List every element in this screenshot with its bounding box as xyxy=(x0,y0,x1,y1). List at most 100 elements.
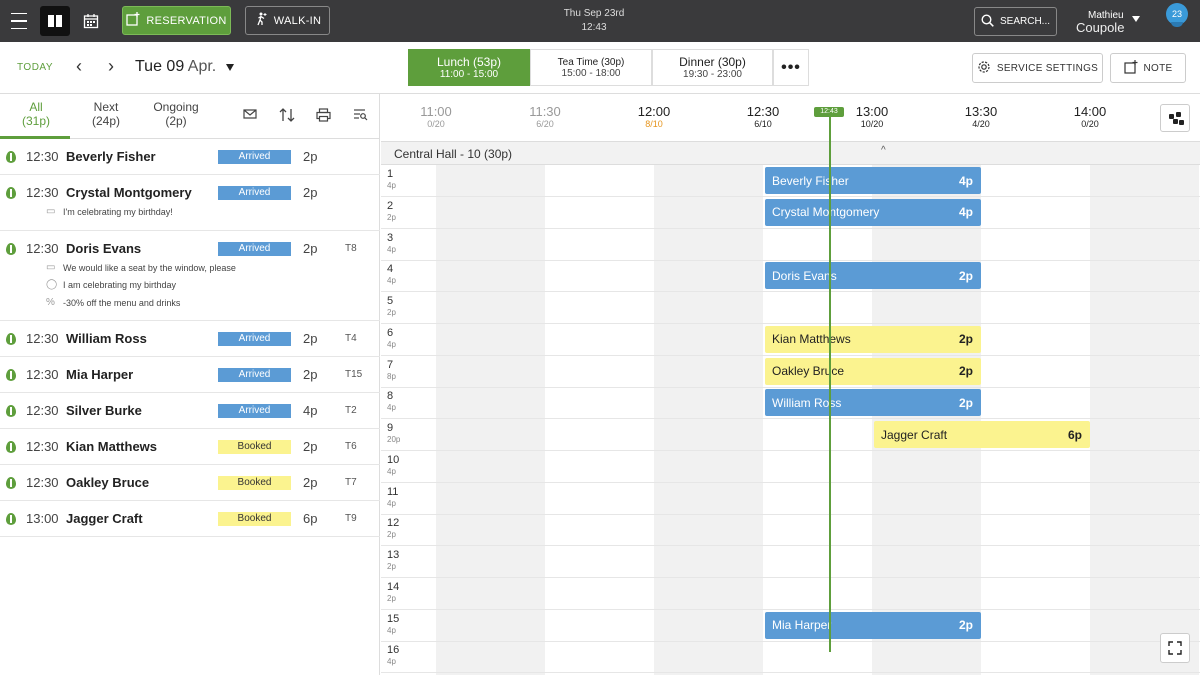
service-name: Dinner (30p) xyxy=(679,55,746,69)
prev-day-icon[interactable]: ‹ xyxy=(76,56,82,76)
view-toggle-icon[interactable] xyxy=(40,6,70,36)
table-capacity: 2p xyxy=(387,212,396,222)
table-row[interactable]: 3 4p xyxy=(381,229,1200,261)
tab-next[interactable]: Next (24p) xyxy=(88,100,124,128)
reservation-block[interactable]: Crystal Montgomery 4p xyxy=(765,198,981,226)
date-dropdown-icon[interactable] xyxy=(226,64,234,71)
chevron-down-icon[interactable] xyxy=(1132,16,1140,22)
leaf-icon xyxy=(6,477,16,489)
table-capacity: 4p xyxy=(387,657,396,667)
table-capacity: 4p xyxy=(387,339,396,349)
table-row[interactable]: 14 2p xyxy=(381,578,1200,610)
timeline-hour: 11:30 6/20 xyxy=(515,105,575,130)
table-label: 9 20p xyxy=(387,423,400,445)
reservation-time: 12:30 xyxy=(26,367,59,382)
list-item[interactable]: 12:30 Kian Matthews Booked 2p T6 xyxy=(0,429,380,465)
status-badge[interactable]: Arrived xyxy=(218,404,291,418)
list-item[interactable]: 12:30 Beverly Fisher Arrived 2p xyxy=(0,139,380,175)
table-row[interactable]: 11 4p xyxy=(381,483,1200,515)
table-row[interactable]: 15 4p xyxy=(381,610,1200,642)
table-row[interactable]: 1 4p xyxy=(381,165,1200,197)
list-item[interactable]: 12:30 Doris Evans Arrived 2p T8 ▭ We would lik… xyxy=(0,231,380,321)
service-tab-dinner[interactable]: Dinner (30p) 19:30 - 23:00 xyxy=(652,49,773,86)
time-column xyxy=(1090,165,1199,675)
table-row[interactable]: 9 20p xyxy=(381,419,1200,451)
list-item[interactable]: 12:30 William Ross Arrived 2p T4 xyxy=(0,321,380,357)
service-tab-tea-time[interactable]: Tea Time (30p) 15:00 - 18:00 xyxy=(530,49,652,86)
reservation-block[interactable]: Beverly Fisher 4p xyxy=(765,167,981,194)
reservation-pax: 2p xyxy=(958,332,973,347)
status-badge[interactable]: Arrived xyxy=(218,186,291,200)
list-item[interactable]: 12:30 Oakley Bruce Booked 2p T7 xyxy=(0,465,380,501)
service-settings-button[interactable]: SERVICE SETTINGS xyxy=(972,53,1103,83)
tab-ongoing[interactable]: Ongoing (2p) xyxy=(148,100,204,128)
table-row[interactable]: 13 2p xyxy=(381,546,1200,578)
table-row[interactable]: 4 4p xyxy=(381,260,1200,293)
list-item[interactable]: 12:30 Mia Harper Arrived 2p T15 xyxy=(0,357,380,393)
hour-label: 13:30 xyxy=(964,104,998,119)
more-services-button[interactable]: ••• xyxy=(773,49,809,86)
floor-plan-icon[interactable] xyxy=(1160,104,1190,132)
hall-header[interactable]: Central Hall - 10 (30p) ^ xyxy=(381,142,1200,165)
status-badge[interactable]: Arrived xyxy=(218,150,291,164)
hour-occupancy: 6/10 xyxy=(754,119,772,129)
user-menu[interactable]: Mathieu Coupole xyxy=(1070,8,1150,36)
reservation-block[interactable]: Oakley Bruce 2p xyxy=(765,357,981,385)
table-number: 16 xyxy=(387,644,400,657)
list-item[interactable]: 12:30 Crystal Montgomery Arrived 2p ▭ I'm cel… xyxy=(0,175,380,231)
list-item[interactable]: 12:30 Silver Burke Arrived 4p T2 xyxy=(0,393,380,429)
reservation-pax: 4p xyxy=(958,173,973,188)
tab-all[interactable]: All (31p) xyxy=(20,100,52,128)
table-number: 10 xyxy=(387,453,400,466)
table-number: 13 xyxy=(387,549,400,561)
table-row[interactable]: 2 2p xyxy=(381,197,1200,229)
table-row[interactable]: 16 4p xyxy=(381,641,1200,674)
search-icon xyxy=(981,13,994,30)
collapse-hall-icon[interactable]: ^ xyxy=(881,145,886,156)
selected-date[interactable]: Tue 09 Apr. xyxy=(135,58,216,76)
status-badge[interactable]: Booked xyxy=(218,476,291,490)
reservation-block[interactable]: William Ross 2p xyxy=(765,389,981,417)
current-time-marker: 12:43 xyxy=(814,107,844,117)
note-text: I'm celebrating my birthday! xyxy=(63,207,173,217)
status-badge[interactable]: Arrived xyxy=(218,241,291,256)
table-row[interactable]: 12 2p xyxy=(381,514,1200,547)
mail-filter-icon[interactable] xyxy=(243,108,258,124)
walk-in-button[interactable]: WALK-IN xyxy=(245,6,330,35)
table-row[interactable]: 10 4p xyxy=(381,451,1200,483)
calendar-icon[interactable] xyxy=(80,10,102,32)
table-row[interactable]: 5 2p xyxy=(381,292,1200,324)
status-badge[interactable]: Arrived xyxy=(218,332,291,346)
list-item[interactable]: 13:00 Jagger Craft Booked 6p T9 xyxy=(0,501,380,537)
filter-search-icon[interactable] xyxy=(353,108,368,124)
status-badge[interactable]: Booked xyxy=(218,512,291,526)
service-tab-lunch[interactable]: Lunch (53p) 11:00 - 15:00 xyxy=(408,49,530,86)
table-row[interactable]: 6 4p xyxy=(381,324,1200,356)
table-label: 8 4p xyxy=(387,391,396,413)
today-button[interactable]: TODAY xyxy=(17,62,54,73)
table-row[interactable]: 8 4p xyxy=(381,387,1200,420)
print-icon[interactable] xyxy=(316,108,331,125)
walk-in-icon xyxy=(254,12,268,29)
walk-in-label: WALK-IN xyxy=(273,14,322,27)
reservation-block[interactable]: Mia Harper 2p xyxy=(765,611,981,639)
note-button[interactable]: NOTE xyxy=(1110,53,1186,83)
fullscreen-button[interactable] xyxy=(1160,633,1190,663)
menu-icon[interactable] xyxy=(8,10,30,32)
sort-icon[interactable] xyxy=(279,108,295,125)
next-day-icon[interactable]: › xyxy=(108,56,114,76)
status-badge[interactable]: Arrived xyxy=(218,368,291,382)
current-time-line xyxy=(829,117,831,652)
table-row[interactable]: 7 8p xyxy=(381,356,1200,388)
guest-name: Kian Matthews xyxy=(66,439,158,454)
reservation-block[interactable]: Kian Matthews 2p xyxy=(765,325,981,353)
search-button[interactable]: SEARCH... xyxy=(974,7,1057,36)
new-reservation-button[interactable]: RESERVATION xyxy=(122,6,231,35)
reservation-block[interactable]: Doris Evans 2p xyxy=(765,262,981,290)
reservation-block[interactable]: Jagger Craft 6p xyxy=(874,421,1090,448)
table-number: 6 xyxy=(387,326,394,339)
notification-icon[interactable]: 23 xyxy=(1166,3,1188,25)
status-badge[interactable]: Booked xyxy=(218,440,291,454)
table-number: 1 xyxy=(387,168,394,180)
table-label: 14 2p xyxy=(387,581,399,604)
